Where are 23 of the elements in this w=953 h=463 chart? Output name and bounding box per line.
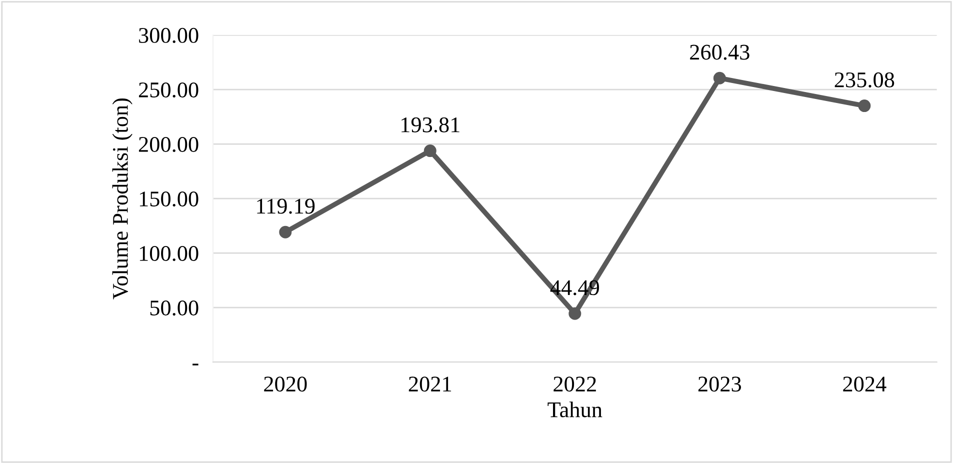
y-tick-label: - (192, 364, 198, 366)
y-tick-label: 50.00 (150, 300, 198, 316)
data-label: 193.81 (402, 117, 460, 132)
x-tick-label: 2022 (554, 376, 596, 392)
y-axis-title: Volume Produksi (ton) (112, 98, 132, 300)
y-tick-label: 100.00 (140, 246, 198, 262)
x-tick-label: 2020 (264, 376, 307, 392)
y-tick-label: 150.00 (140, 191, 198, 207)
point (568, 307, 582, 320)
x-axis-title: Tahun (548, 402, 602, 418)
point (713, 72, 726, 84)
x-tick-label: 2024 (843, 376, 886, 392)
point (279, 226, 292, 238)
x-tick-label: 2021 (408, 376, 452, 392)
data-label: 235.08 (834, 72, 894, 88)
point (424, 144, 436, 158)
point (858, 100, 871, 112)
y-tick-label: 250.00 (138, 82, 198, 98)
data-label: 260.43 (690, 44, 750, 60)
y-tick-label: 200.00 (138, 136, 198, 152)
x-tick-label: 2023 (698, 376, 742, 392)
y-tick-label: 300.00 (139, 28, 198, 44)
data-label: 119.19 (257, 198, 315, 214)
